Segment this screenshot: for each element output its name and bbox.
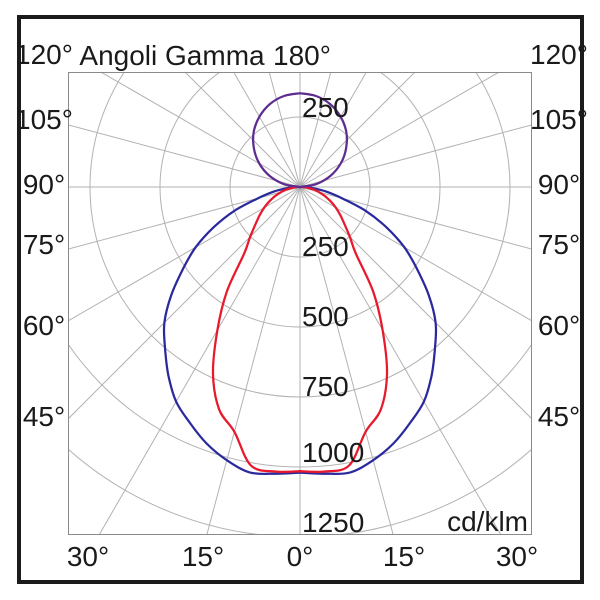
ring-label-1000: 1000: [302, 437, 365, 468]
polar-chart-canvas: [68, 72, 532, 535]
gamma-label-right-120: 120°: [530, 39, 588, 70]
unit-label: cd/klm: [447, 506, 528, 537]
gamma-label-left-75: 75°: [22, 229, 66, 260]
gamma-label-bottom-30-left: 30°: [66, 541, 110, 572]
gamma-label-left-105: 105°: [15, 104, 73, 135]
gamma-label-bottom-0: 0°: [286, 541, 314, 572]
gamma-label-top-180: 180°: [273, 40, 331, 71]
gamma-label-left-120: 120°: [15, 39, 73, 70]
gamma-label-right-105: 105°: [530, 104, 588, 135]
purple-upper-lobe: [252, 92, 348, 189]
gamma-label-bottom-30-right: 30°: [495, 541, 539, 572]
gamma-label-right-75: 75°: [537, 229, 581, 260]
ring-label-750: 750: [302, 371, 349, 402]
gamma-label-left-60: 60°: [22, 310, 66, 341]
gamma-label-right-60: 60°: [537, 310, 581, 341]
gamma-label-right-90: 90°: [537, 169, 581, 200]
gamma-label-right-45: 45°: [537, 401, 581, 432]
gamma-label-bottom-15-right: 15°: [382, 541, 426, 572]
gamma-label-left-45: 45°: [22, 401, 66, 432]
chart-title: Angoli Gamma: [79, 40, 265, 71]
gamma-label-bottom-15-left: 15°: [181, 541, 225, 572]
blue-curve: [162, 185, 438, 476]
gamma-label-left-90: 90°: [22, 169, 66, 200]
ring-label-250: 250: [302, 231, 349, 262]
ring-label-500: 500: [302, 301, 349, 332]
red-curve: [211, 185, 389, 474]
ring-label-250-upper: 250: [302, 92, 349, 123]
ring-label-1250: 1250: [302, 507, 365, 538]
